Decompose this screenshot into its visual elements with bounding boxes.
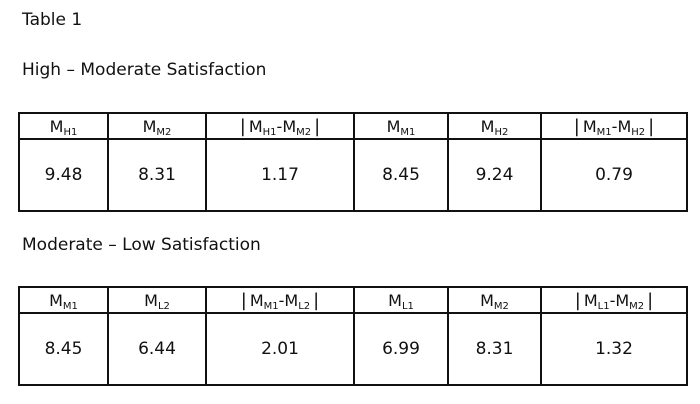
header-row: MM1 ML2 | MM1-ML2 | ML1 MM2 | ML1-MM2 |	[18, 286, 688, 314]
symbol: M	[49, 116, 64, 136]
header-cell: MM2	[107, 112, 207, 140]
operator: -	[611, 116, 618, 136]
value-cell: 0.79	[540, 138, 688, 212]
subscript: H2	[631, 126, 646, 138]
subscript: M2	[629, 300, 645, 312]
section-subtitle: Moderate – Low Satisfaction	[22, 235, 261, 255]
value-cell: 8.45	[353, 138, 449, 212]
symbol: M	[249, 290, 264, 310]
symbol: M	[582, 116, 597, 136]
header-cell: MH1	[18, 112, 109, 140]
subscript: M1	[596, 126, 612, 138]
header-cell: ML1	[353, 286, 449, 314]
subscript: H1	[63, 126, 78, 138]
abs-close: |	[314, 115, 321, 137]
value-cell: 1.17	[205, 138, 355, 212]
abs-open: |	[573, 115, 580, 137]
symbol: M	[144, 290, 158, 310]
operator: -	[276, 116, 283, 136]
header-cell: MM2	[447, 286, 542, 314]
subscript: M1	[263, 300, 279, 312]
data-table: MH1 MM2 | MH1-MM2 | MM1 MH2 | MM1-MH2 | 9.48 8.31 1.…	[18, 112, 688, 212]
symbol: M	[583, 290, 598, 310]
table-title: Table 1	[22, 10, 83, 30]
header-cell: ML2	[107, 286, 207, 314]
symbol: M	[386, 116, 401, 136]
value-cell: 6.99	[353, 312, 449, 386]
header-cell: MM1	[353, 112, 449, 140]
value-row: 8.45 6.44 2.01 6.99 8.31 1.32	[18, 312, 688, 386]
subscript: H1	[262, 126, 277, 138]
section-subtitle: High – Moderate Satisfaction	[22, 60, 267, 80]
symbol: M	[480, 290, 494, 310]
abs-close: |	[647, 289, 654, 311]
operator: -	[609, 290, 616, 310]
header-cell: MM1	[18, 286, 109, 314]
symbol: M	[615, 290, 630, 310]
value-cell: 1.32	[540, 312, 688, 386]
value-cell: 9.24	[447, 138, 542, 212]
symbol: M	[388, 290, 402, 310]
symbol: M	[248, 116, 263, 136]
abs-close: |	[313, 289, 320, 311]
table-body: MM1 ML2 | MM1-ML2 | ML1 MM2 | ML1-MM2 | 8.45 6.44 2.…	[18, 286, 688, 386]
header-cell: MH2	[447, 112, 542, 140]
value-cell: 8.31	[107, 138, 207, 212]
symbol: M	[617, 116, 632, 136]
value-row: 9.48 8.31 1.17 8.45 9.24 0.79	[18, 138, 688, 212]
subscript: H2	[494, 126, 509, 138]
subscript: L1	[597, 300, 610, 312]
subscript: M2	[156, 126, 172, 138]
symbol: M	[49, 290, 63, 310]
data-table: MM1 ML2 | MM1-ML2 | ML1 MM2 | ML1-MM2 | 8.45 6.44 2.…	[18, 286, 688, 386]
symbol: M	[142, 116, 157, 136]
symbol: M	[282, 116, 297, 136]
subscript: L2	[157, 300, 170, 312]
header-cell: | MM1-ML2 |	[205, 286, 355, 314]
value-cell: 6.44	[107, 312, 207, 386]
header-cell: | ML1-MM2 |	[540, 286, 688, 314]
operator: -	[278, 290, 285, 310]
header-cell: | MH1-MM2 |	[205, 112, 355, 140]
header-cell: | MM1-MH2 |	[540, 112, 688, 140]
value-cell: 9.48	[18, 138, 109, 212]
symbol: M	[284, 290, 299, 310]
subscript: M2	[296, 126, 312, 138]
abs-open: |	[574, 289, 581, 311]
subscript: L2	[298, 300, 311, 312]
symbol: M	[480, 116, 495, 136]
subscript: M2	[493, 300, 509, 312]
abs-open: |	[239, 115, 246, 137]
abs-close: |	[648, 115, 655, 137]
subscript: M1	[62, 300, 78, 312]
value-cell: 8.45	[18, 312, 109, 386]
table-body: MH1 MM2 | MH1-MM2 | MM1 MH2 | MM1-MH2 | 9.48 8.31 1.…	[18, 112, 688, 212]
subscript: L1	[401, 300, 414, 312]
subscript: M1	[400, 126, 416, 138]
value-cell: 8.31	[447, 312, 542, 386]
abs-open: |	[240, 289, 247, 311]
header-row: MH1 MM2 | MH1-MM2 | MM1 MH2 | MM1-MH2 |	[18, 112, 688, 140]
value-cell: 2.01	[205, 312, 355, 386]
